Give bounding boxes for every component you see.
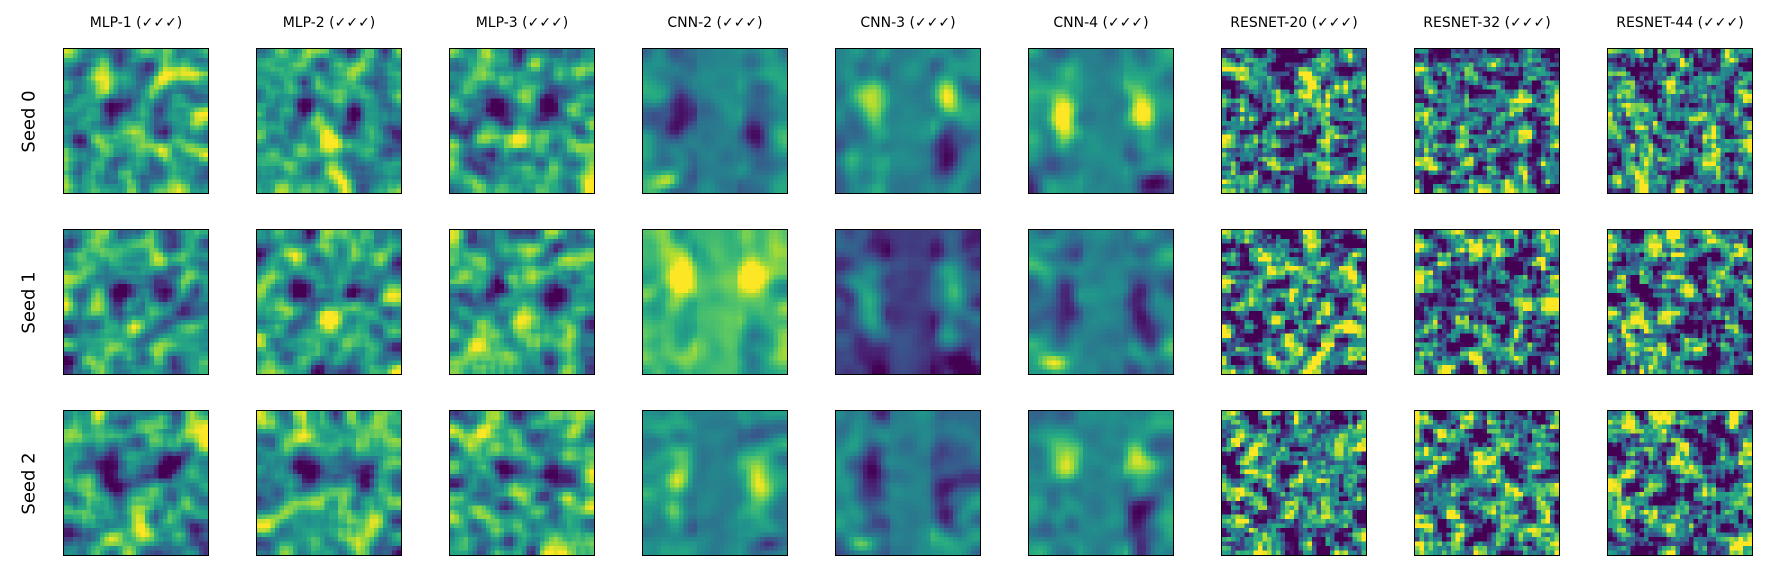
heatmap-panel [835, 410, 981, 556]
heatmap-panel [1028, 229, 1174, 375]
heatmap-image [1029, 49, 1173, 193]
heatmap-image [450, 411, 594, 555]
row-label: Seed 1 [14, 229, 44, 375]
heatmap-image [1608, 411, 1752, 555]
heatmap-image [836, 49, 980, 193]
heatmap-panel [1607, 410, 1753, 556]
row-label: Seed 0 [14, 48, 44, 194]
heatmap-image [1222, 49, 1366, 193]
heatmap-image [257, 49, 401, 193]
heatmap-image [450, 49, 594, 193]
heatmap-image [1415, 230, 1559, 374]
heatmap-image [64, 49, 208, 193]
heatmap-panel [1221, 410, 1367, 556]
heatmap-image [643, 49, 787, 193]
row-label: Seed 2 [14, 410, 44, 556]
heatmap-panel [835, 229, 981, 375]
heatmap-panel [642, 48, 788, 194]
heatmap-image [836, 230, 980, 374]
heatmap-image [257, 411, 401, 555]
heatmap-panel [449, 48, 595, 194]
column-title: RESNET-20 (✓✓✓) [1230, 15, 1358, 31]
heatmap-panel [1028, 48, 1174, 194]
heatmap-panel [642, 410, 788, 556]
heatmap-panel [1414, 410, 1560, 556]
row-label-text: Seed 0 [18, 89, 40, 153]
column-title: RESNET-32 (✓✓✓) [1423, 15, 1551, 31]
heatmap-panel [63, 229, 209, 375]
heatmap-panel [1221, 48, 1367, 194]
heatmap-panel [63, 410, 209, 556]
heatmap-image [1222, 230, 1366, 374]
heatmap-panel [1414, 48, 1560, 194]
heatmap-image [64, 230, 208, 374]
column-title: MLP-3 (✓✓✓) [475, 15, 569, 31]
column-title: CNN-3 (✓✓✓) [860, 15, 956, 31]
heatmap-panel [1028, 410, 1174, 556]
heatmap-panel [256, 48, 402, 194]
heatmap-image [836, 411, 980, 555]
column-title: CNN-4 (✓✓✓) [1053, 15, 1149, 31]
heatmap-panel [449, 410, 595, 556]
row-label-text: Seed 1 [18, 270, 40, 334]
row-label-text: Seed 2 [18, 451, 40, 515]
heatmap-panel [256, 410, 402, 556]
heatmap-panel [256, 229, 402, 375]
heatmap-panel [1607, 48, 1753, 194]
heatmap-image [643, 411, 787, 555]
heatmap-panel [1414, 229, 1560, 375]
heatmap-image [1222, 411, 1366, 555]
heatmap-panel [642, 229, 788, 375]
heatmap-image [643, 230, 787, 374]
heatmap-image [64, 411, 208, 555]
heatmap-image [1608, 49, 1752, 193]
heatmap-image [257, 230, 401, 374]
heatmap-image [450, 230, 594, 374]
column-title: RESNET-44 (✓✓✓) [1616, 15, 1744, 31]
heatmap-panel [835, 48, 981, 194]
heatmap-image [1415, 49, 1559, 193]
column-title: CNN-2 (✓✓✓) [667, 15, 763, 31]
heatmap-image [1608, 230, 1752, 374]
heatmap-image [1029, 411, 1173, 555]
column-title: MLP-1 (✓✓✓) [89, 15, 183, 31]
heatmap-image [1415, 411, 1559, 555]
heatmap-panel [449, 229, 595, 375]
heatmap-panel [1221, 229, 1367, 375]
column-title: MLP-2 (✓✓✓) [282, 15, 376, 31]
heatmap-panel [1607, 229, 1753, 375]
heatmap-panel [63, 48, 209, 194]
heatmap-image [1029, 230, 1173, 374]
